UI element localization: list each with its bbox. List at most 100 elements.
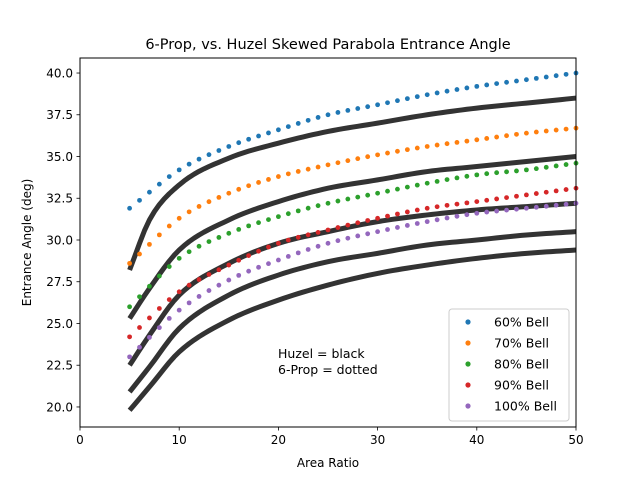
data-point <box>305 247 311 252</box>
data-point <box>156 273 162 279</box>
chart-title: 6-Prop, vs. Huzel Skewed Parabola Entran… <box>145 37 510 53</box>
data-point <box>494 196 500 202</box>
dotted-series-70-bell <box>127 125 579 266</box>
data-point <box>295 121 301 126</box>
data-point <box>345 108 351 113</box>
data-point <box>365 192 371 198</box>
data-point <box>256 248 261 254</box>
y-tick-label: 32.5 <box>46 192 73 206</box>
huzel-curve-5 <box>127 247 577 412</box>
data-point <box>454 175 460 181</box>
data-point <box>414 145 420 151</box>
data-point <box>166 264 172 269</box>
legend-label: 60% Bell <box>494 315 549 330</box>
data-point <box>206 199 212 205</box>
data-point <box>266 217 271 223</box>
data-point <box>474 172 480 178</box>
data-point <box>395 225 400 230</box>
data-point <box>494 208 500 214</box>
data-point <box>276 174 281 179</box>
legend-label: 90% Bell <box>494 378 549 393</box>
data-point <box>514 193 519 199</box>
data-point <box>385 213 390 219</box>
data-point <box>137 197 142 203</box>
data-point <box>514 206 519 212</box>
data-point <box>266 261 271 267</box>
data-point <box>404 209 410 215</box>
data-point <box>305 232 311 238</box>
data-point <box>166 316 172 321</box>
legend-marker <box>465 403 471 409</box>
data-point <box>315 203 321 209</box>
data-point <box>335 225 341 230</box>
data-point <box>464 200 470 206</box>
data-point <box>553 127 559 133</box>
data-point <box>166 297 172 302</box>
data-point <box>285 171 291 177</box>
data-point <box>166 174 172 179</box>
y-tick-label: 37.5 <box>46 108 73 122</box>
y-tick-label: 40.0 <box>46 66 73 80</box>
data-point <box>186 209 192 215</box>
data-point <box>543 128 549 134</box>
data-point <box>454 87 460 92</box>
data-point <box>206 272 212 277</box>
data-point <box>533 75 539 81</box>
data-point <box>444 202 450 208</box>
data-point <box>285 254 291 259</box>
data-point <box>176 215 182 221</box>
data-point <box>276 214 281 220</box>
legend-label: 70% Bell <box>494 336 549 351</box>
data-point <box>434 90 440 96</box>
data-point <box>345 222 351 228</box>
annotation: Huzel = black 6-Prop = dotted <box>278 346 378 377</box>
data-point <box>444 177 450 183</box>
data-point <box>504 169 509 175</box>
data-point <box>444 88 450 94</box>
data-point <box>434 179 440 184</box>
data-point <box>226 277 232 283</box>
data-point <box>176 289 182 295</box>
data-point <box>295 208 301 214</box>
data-point <box>444 141 450 147</box>
data-point <box>246 136 252 142</box>
data-point <box>206 152 212 158</box>
axis-ticks: 0 10 20 30 40 50 20.0 22.5 25.0 27.5 30.0 32.5 35.0 3… <box>46 66 583 447</box>
data-point <box>385 100 390 106</box>
data-point <box>127 334 132 340</box>
data-point <box>524 130 529 136</box>
data-point <box>325 227 331 233</box>
data-point <box>345 235 351 241</box>
data-point <box>404 147 410 153</box>
data-point <box>474 210 480 216</box>
data-point <box>276 240 281 246</box>
data-point <box>186 300 192 306</box>
data-point <box>236 272 242 278</box>
dotted-series-100-bell <box>127 200 579 360</box>
data-point <box>325 200 331 206</box>
data-point <box>206 239 212 245</box>
data-point <box>464 173 470 179</box>
data-point <box>385 150 390 156</box>
data-point <box>395 98 400 104</box>
data-point <box>166 223 172 229</box>
x-tick-label: 10 <box>172 433 187 447</box>
data-point <box>385 227 390 232</box>
legend-marker <box>465 319 471 325</box>
data-point <box>335 238 341 244</box>
data-point <box>305 166 311 172</box>
data-point <box>285 124 291 129</box>
data-point <box>206 288 212 293</box>
legend: 60% Bell 70% Bell 80% Bell 90% Bell 100% Bel… <box>448 308 570 422</box>
legend-marker <box>465 361 471 367</box>
data-point <box>266 130 271 136</box>
y-tick-label: 30.0 <box>46 233 73 247</box>
data-point <box>424 219 430 225</box>
data-point <box>137 344 142 350</box>
data-point <box>196 277 202 282</box>
data-point <box>246 223 252 229</box>
data-point <box>504 133 509 139</box>
data-point <box>533 191 539 196</box>
x-tick-label: 50 <box>568 433 583 447</box>
data-point <box>315 243 321 249</box>
